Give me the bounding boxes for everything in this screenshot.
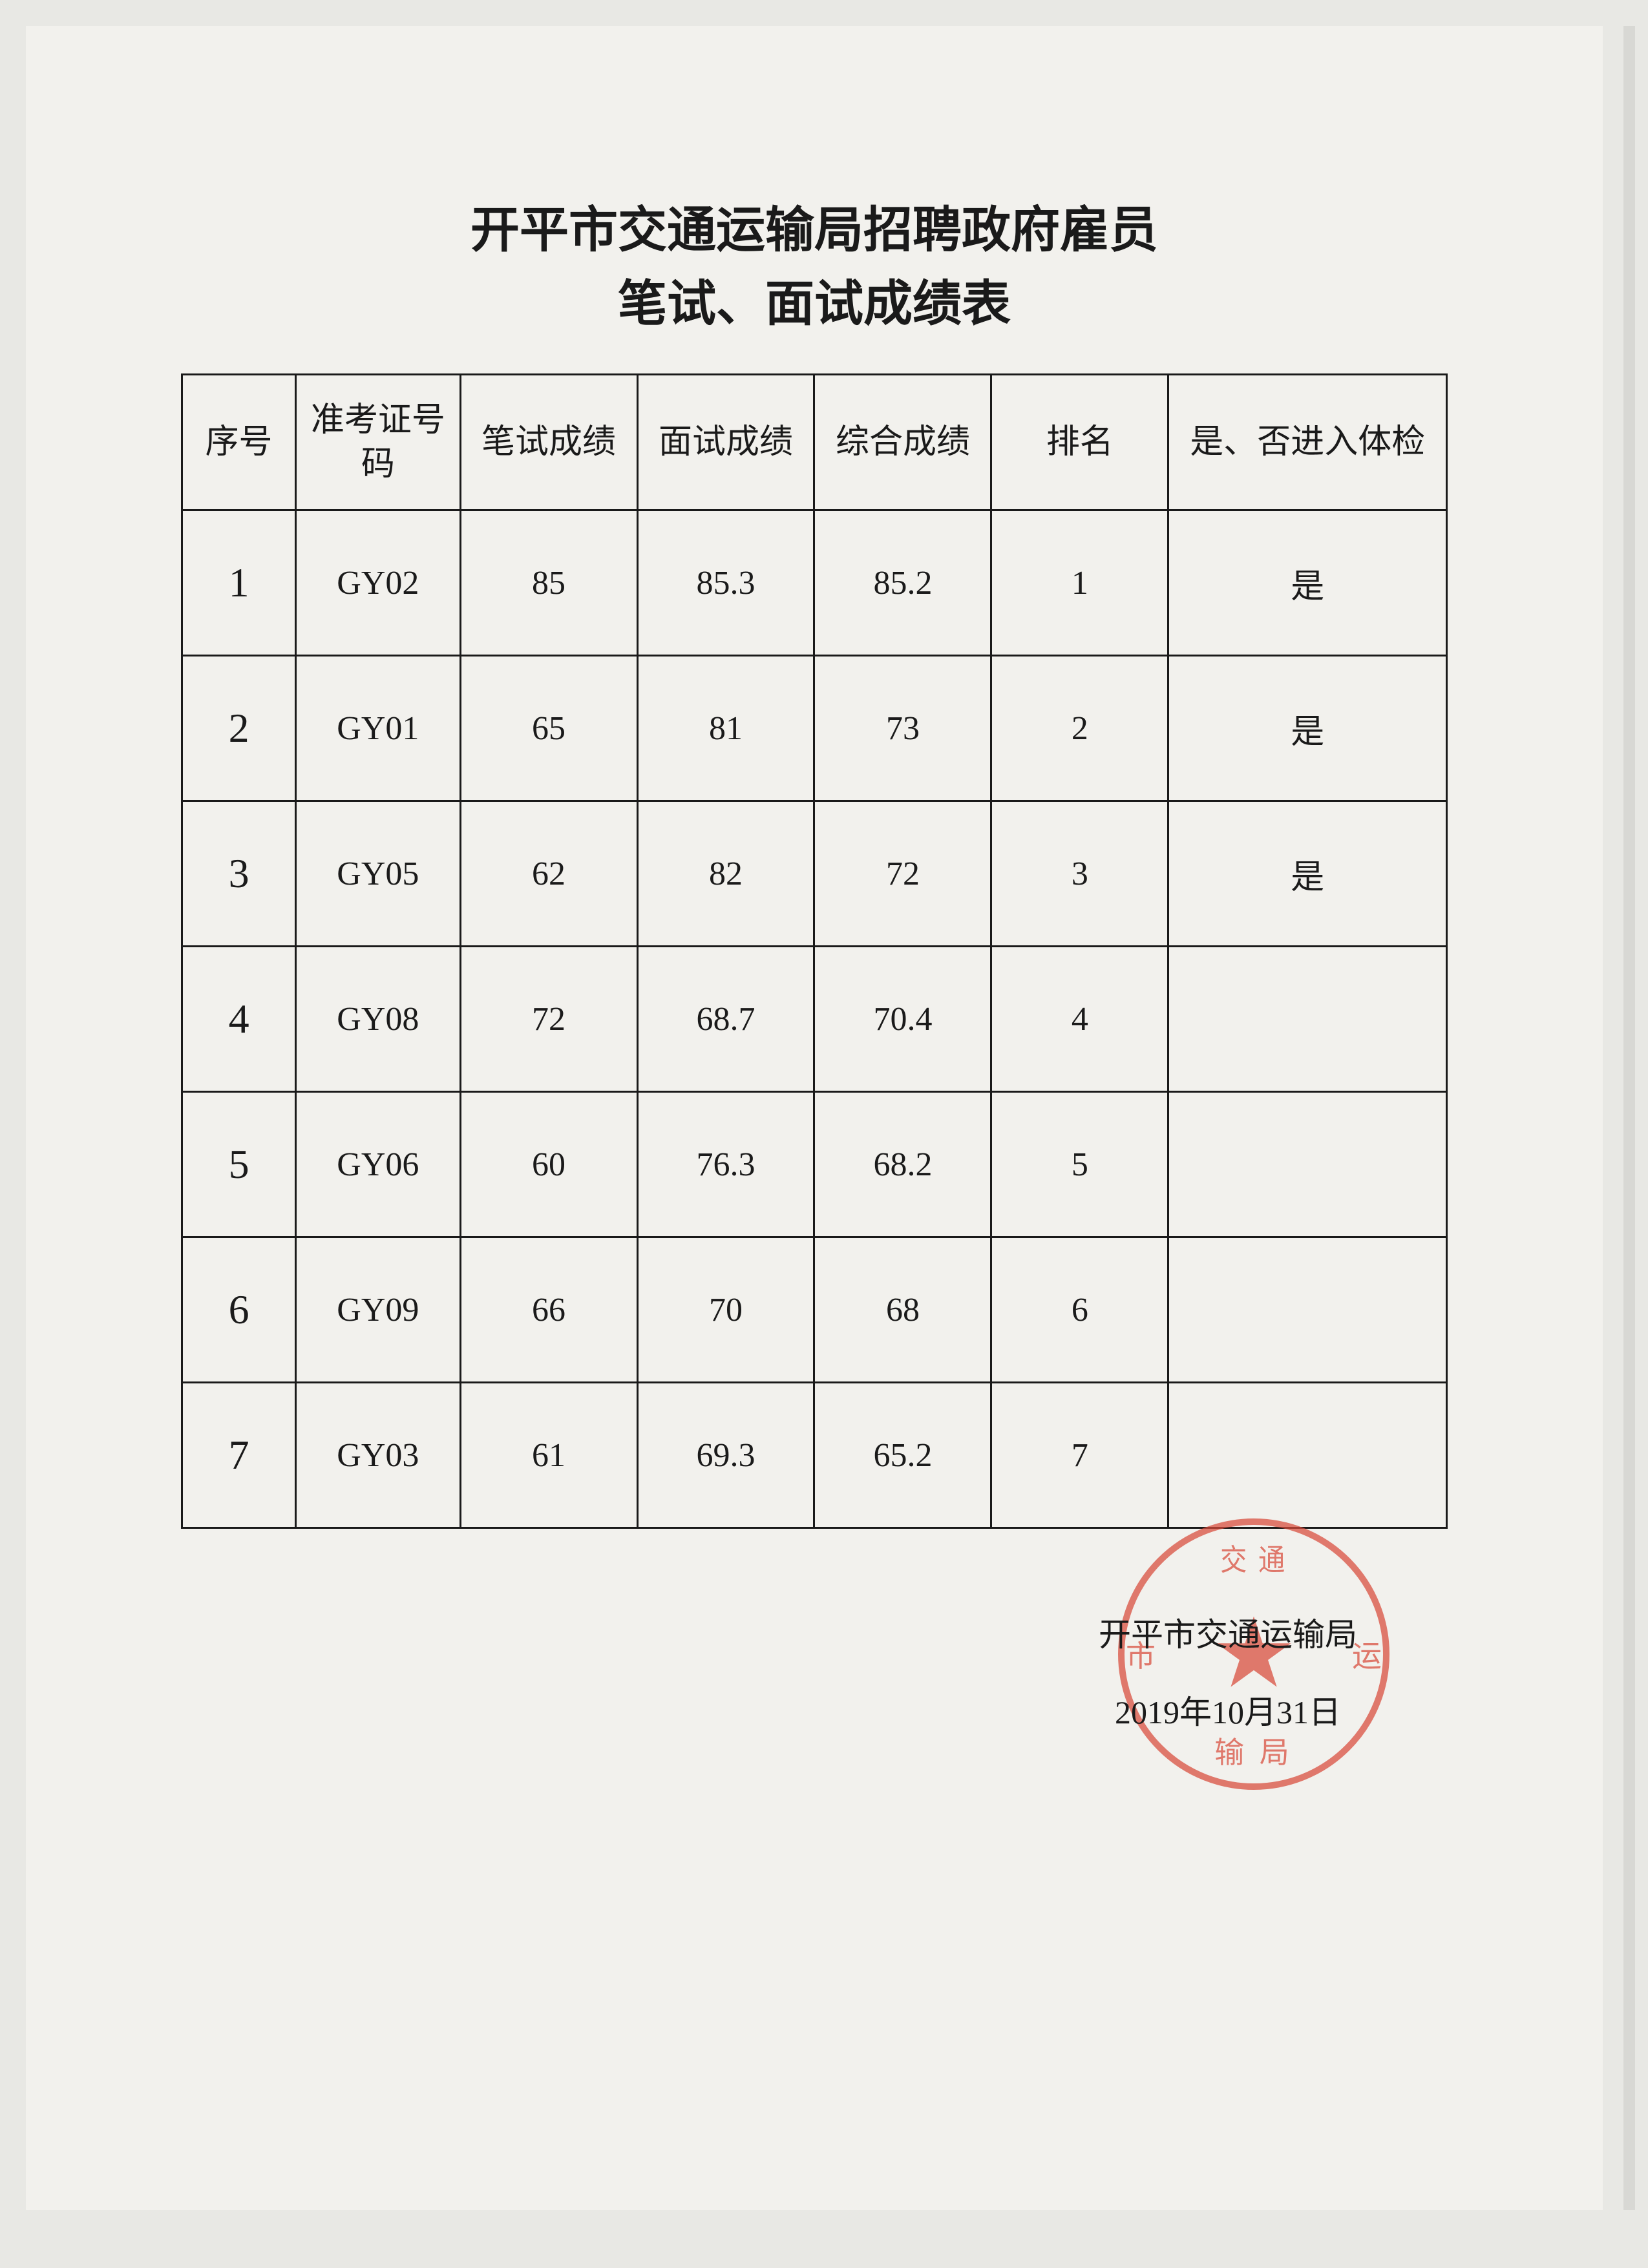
cell-written: 61 xyxy=(460,1383,637,1528)
cell-seq: 7 xyxy=(182,1383,296,1528)
cell-seq: 1 xyxy=(182,510,296,656)
col-header-seq: 序号 xyxy=(182,375,296,510)
cell-written: 66 xyxy=(460,1237,637,1383)
document-title: 开平市交通运输局招聘政府雇员 笔试、面试成绩表 xyxy=(181,194,1448,341)
cell-id: GY03 xyxy=(296,1383,460,1528)
table-header-row: 序号 准考证号码 笔试成绩 面试成绩 综合成绩 排名 是、否进入体检 xyxy=(182,375,1447,510)
cell-total: 72 xyxy=(814,801,991,947)
cell-total: 73 xyxy=(814,656,991,801)
page-edge-shadow xyxy=(1623,26,1635,2210)
cell-seq: 4 xyxy=(182,947,296,1092)
cell-total: 85.2 xyxy=(814,510,991,656)
cell-total: 68.2 xyxy=(814,1092,991,1237)
cell-rank: 7 xyxy=(991,1383,1168,1528)
cell-rank: 1 xyxy=(991,510,1168,656)
cell-rank: 2 xyxy=(991,656,1168,801)
col-header-total: 综合成绩 xyxy=(814,375,991,510)
table-row: 2 GY01 65 81 73 2 是 xyxy=(182,656,1447,801)
cell-pass xyxy=(1168,1383,1447,1528)
cell-rank: 5 xyxy=(991,1092,1168,1237)
cell-total: 65.2 xyxy=(814,1383,991,1528)
cell-id: GY06 xyxy=(296,1092,460,1237)
cell-rank: 6 xyxy=(991,1237,1168,1383)
cell-rank: 4 xyxy=(991,947,1168,1092)
cell-interview: 69.3 xyxy=(637,1383,814,1528)
cell-written: 65 xyxy=(460,656,637,801)
table-row: 5 GY06 60 76.3 68.2 5 xyxy=(182,1092,1447,1237)
col-header-interview: 面试成绩 xyxy=(637,375,814,510)
cell-id: GY01 xyxy=(296,656,460,801)
col-header-rank: 排名 xyxy=(991,375,1168,510)
footer-org: 开平市交通运输局 xyxy=(1099,1596,1357,1674)
cell-interview: 81 xyxy=(637,656,814,801)
cell-pass: 是 xyxy=(1168,510,1447,656)
cell-id: GY09 xyxy=(296,1237,460,1383)
cell-written: 85 xyxy=(460,510,637,656)
col-header-written: 笔试成绩 xyxy=(460,375,637,510)
title-line-2: 笔试、面试成绩表 xyxy=(181,268,1448,341)
cell-pass xyxy=(1168,947,1447,1092)
cell-seq: 6 xyxy=(182,1237,296,1383)
cell-id: GY02 xyxy=(296,510,460,656)
col-header-pass: 是、否进入体检 xyxy=(1168,375,1447,510)
cell-seq: 3 xyxy=(182,801,296,947)
cell-interview: 85.3 xyxy=(637,510,814,656)
cell-id: GY08 xyxy=(296,947,460,1092)
table-row: 6 GY09 66 70 68 6 xyxy=(182,1237,1447,1383)
cell-written: 72 xyxy=(460,947,637,1092)
table-body: 1 GY02 85 85.3 85.2 1 是 2 GY01 65 81 73 … xyxy=(182,510,1447,1528)
cell-pass xyxy=(1168,1092,1447,1237)
cell-seq: 5 xyxy=(182,1092,296,1237)
cell-pass xyxy=(1168,1237,1447,1383)
cell-interview: 76.3 xyxy=(637,1092,814,1237)
footer-date: 2019年10月31日 xyxy=(1099,1674,1357,1751)
footer-block: 开平市交通运输局 2019年10月31日 xyxy=(1099,1596,1357,1751)
cell-pass: 是 xyxy=(1168,656,1447,801)
score-table: 序号 准考证号码 笔试成绩 面试成绩 综合成绩 排名 是、否进入体检 1 GY0… xyxy=(181,373,1448,1529)
cell-seq: 2 xyxy=(182,656,296,801)
cell-written: 62 xyxy=(460,801,637,947)
table-row: 4 GY08 72 68.7 70.4 4 xyxy=(182,947,1447,1092)
table-row: 1 GY02 85 85.3 85.2 1 是 xyxy=(182,510,1447,656)
col-header-id: 准考证号码 xyxy=(296,375,460,510)
cell-interview: 68.7 xyxy=(637,947,814,1092)
cell-interview: 82 xyxy=(637,801,814,947)
document-page: 开平市交通运输局招聘政府雇员 笔试、面试成绩表 序号 准考证号码 笔试成绩 面试… xyxy=(26,26,1603,2210)
cell-written: 60 xyxy=(460,1092,637,1237)
cell-pass: 是 xyxy=(1168,801,1447,947)
table-row: 3 GY05 62 82 72 3 是 xyxy=(182,801,1447,947)
cell-id: GY05 xyxy=(296,801,460,947)
cell-total: 70.4 xyxy=(814,947,991,1092)
cell-interview: 70 xyxy=(637,1237,814,1383)
cell-rank: 3 xyxy=(991,801,1168,947)
title-line-1: 开平市交通运输局招聘政府雇员 xyxy=(181,194,1448,268)
cell-total: 68 xyxy=(814,1237,991,1383)
table-row: 7 GY03 61 69.3 65.2 7 xyxy=(182,1383,1447,1528)
stamp-text-top: 交 通 xyxy=(1132,1537,1376,1579)
